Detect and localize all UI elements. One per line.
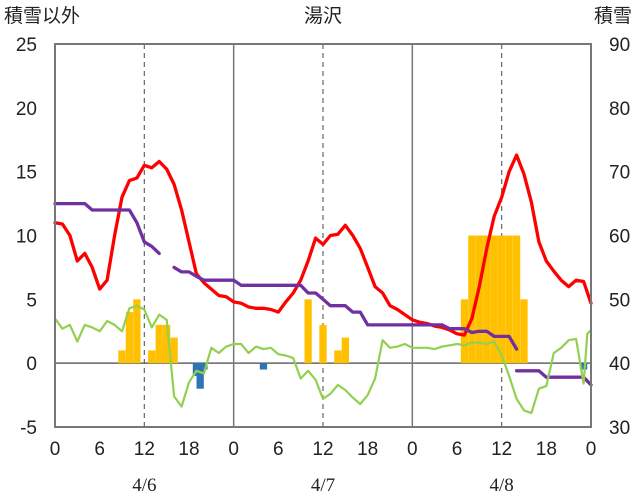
date-label: 4/7 (311, 475, 335, 496)
precip_bars-bar (483, 235, 491, 364)
negative_bars-bar (192, 363, 201, 376)
precip_bars-bar (498, 235, 506, 364)
precip_bars-bar (163, 324, 171, 364)
precip_bars-bar (512, 235, 521, 364)
right-tick-label: 80 (609, 99, 630, 120)
left-tick-label: 25 (16, 35, 37, 56)
snow_depth-line (514, 369, 593, 387)
left-tick-label: -5 (20, 418, 37, 439)
left-tick-label: 10 (16, 227, 37, 248)
right-tick-label: 30 (609, 418, 630, 439)
precip_bars-bar (468, 235, 476, 364)
right-tick-label: 50 (609, 290, 630, 311)
x-tick-label: 12 (491, 439, 512, 460)
precip_bars-bar (125, 312, 134, 364)
snow_depth-line (53, 201, 161, 256)
plot-area-frame (54, 43, 592, 428)
precip_bars-bar (155, 324, 163, 364)
x-tick-label: 0 (50, 439, 61, 460)
x-tick-label: 6 (273, 439, 284, 460)
precip_bars-bar (133, 299, 141, 364)
precip_bars-bar (118, 350, 126, 364)
precip_bars-bar (148, 350, 156, 364)
x-tick-label: 12 (312, 439, 333, 460)
right-tick-label: 70 (609, 163, 630, 184)
x-tick-label: 12 (134, 439, 155, 460)
x-tick-label: 0 (586, 439, 597, 460)
line-series (53, 153, 593, 415)
other_line-line (53, 304, 593, 415)
precip_bars-bar (341, 337, 349, 364)
x-tick-label: 6 (94, 439, 105, 460)
negative_bars-bar (259, 363, 268, 370)
left-tick-label: 15 (16, 163, 37, 184)
precip_bars-bar (170, 337, 178, 364)
x-tick-label: 6 (452, 439, 463, 460)
precip_bars-bar (520, 299, 528, 364)
precip_bars-bar (505, 235, 513, 364)
right-tick-label: 90 (609, 35, 630, 56)
left-axis-label: 積雪以外 (4, 5, 80, 27)
date-label: 4/6 (132, 475, 156, 496)
temperature-line (53, 153, 593, 337)
left-tick-label: 0 (26, 354, 37, 375)
snow_depth-line (172, 265, 519, 351)
x-tick-label: 18 (536, 439, 557, 460)
negative_bars-bar (196, 363, 204, 389)
x-tick-label: 18 (357, 439, 378, 460)
x-tick-label: 0 (407, 439, 418, 460)
precip_bars-bar (334, 350, 342, 364)
negative_bars-bar (579, 363, 588, 370)
left-tick-label: 5 (26, 290, 37, 311)
x-tick-label: 18 (178, 439, 199, 460)
precip_bars-bar (475, 235, 483, 364)
right-axis-label: 積雪 (594, 5, 632, 27)
right-tick-label: 60 (609, 227, 630, 248)
right-tick-label: 40 (609, 354, 630, 375)
chart-title: 湯沢 (304, 5, 342, 27)
negative_bars-bar (200, 363, 208, 370)
left-tick-label: 20 (16, 99, 37, 120)
x-tick-label: 0 (228, 439, 239, 460)
precip_bars-bar (319, 324, 327, 364)
precip_bars-bar (304, 299, 312, 364)
precip_bars-bar (490, 235, 498, 364)
date-label: 4/8 (490, 475, 514, 496)
